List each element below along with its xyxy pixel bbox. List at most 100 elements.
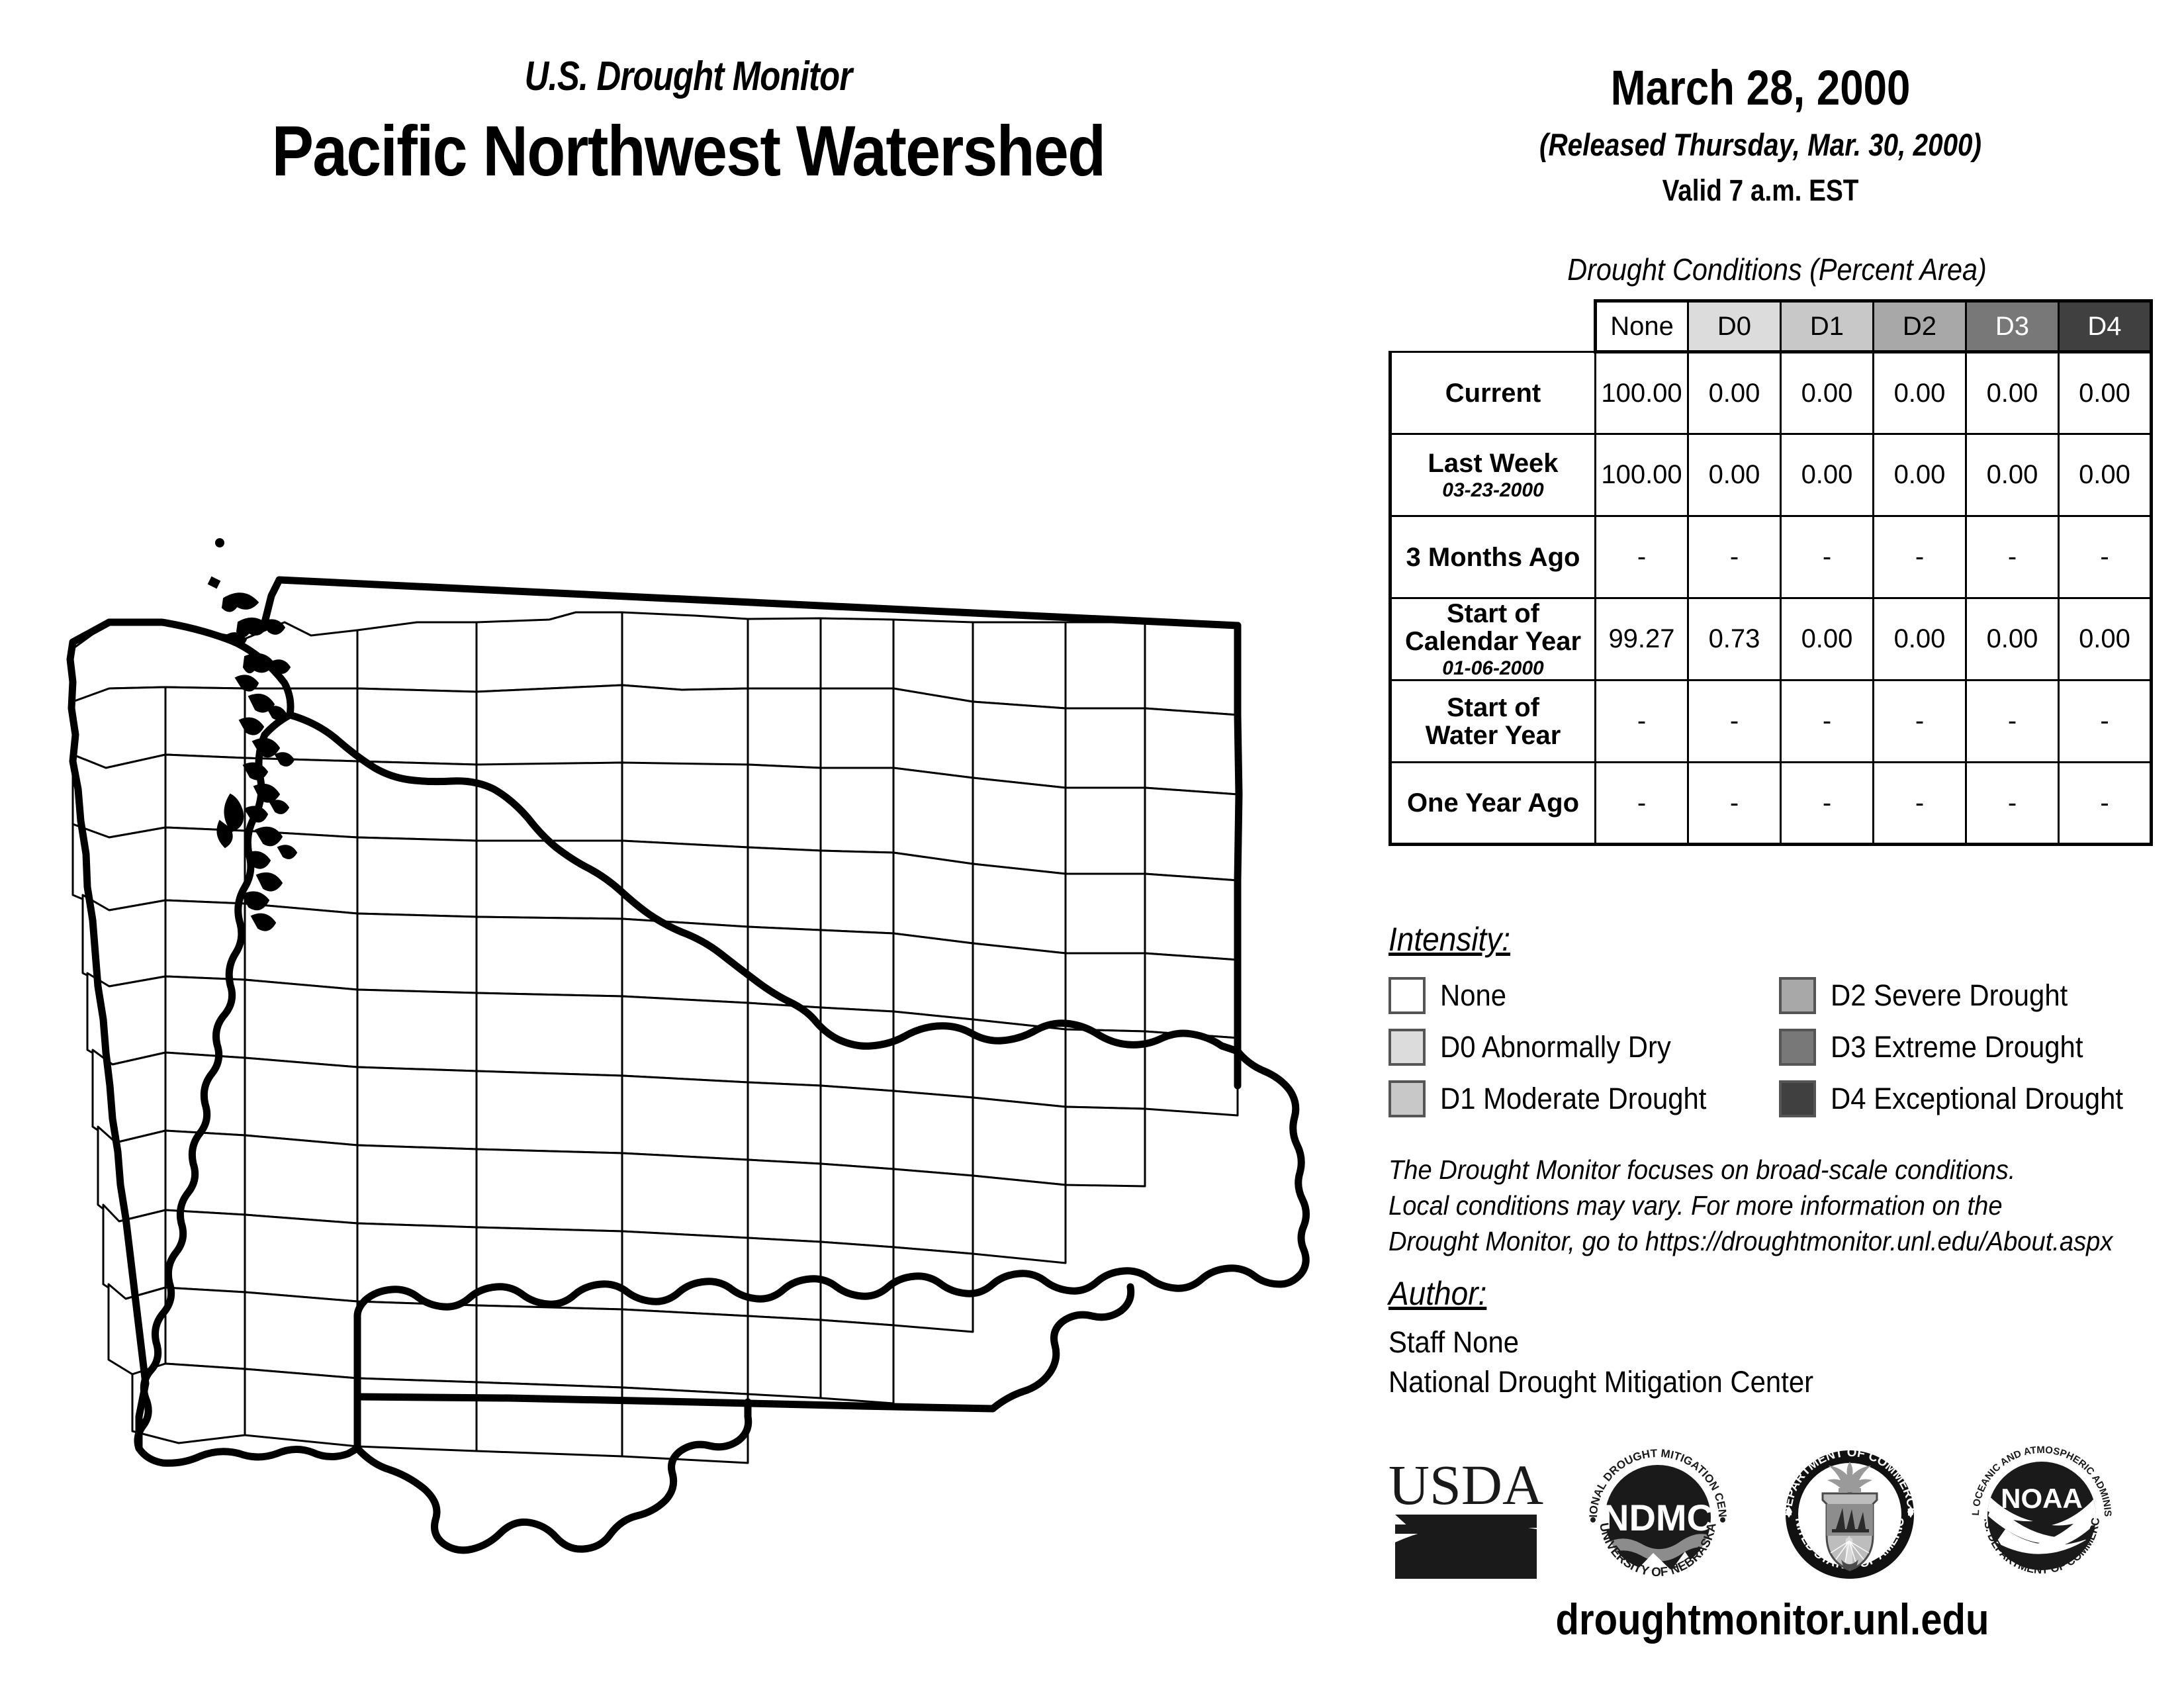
row-label: 3 Months Ago: [1388, 515, 1596, 599]
disclaimer-line-1: The Drought Monitor focuses on broad-sca…: [1388, 1154, 2016, 1185]
cell-d3: -: [1965, 515, 2060, 599]
product-name: U.S. Drought Monitor: [524, 54, 853, 99]
cell-d1: -: [1780, 515, 1874, 599]
row-label-text: Last Week: [1428, 448, 1559, 478]
cell-d1: -: [1780, 679, 1874, 763]
cell-d0: 0.00: [1687, 351, 1782, 435]
column-header-d1: D1: [1780, 299, 1874, 353]
cell-d1: 0.00: [1780, 597, 1874, 681]
cell-d1: -: [1780, 761, 1874, 846]
cell-d3: 0.00: [1965, 597, 2060, 681]
disclaimer-line-3: Drought Monitor, go to https://droughtmo…: [1388, 1226, 2113, 1257]
column-header-none: None: [1594, 299, 1689, 353]
noaa-logo: NOAA NATIONAL OCEANIC AND ATMOSPHERIC AD…: [1955, 1420, 2124, 1595]
row-label-text: One Year Ago: [1406, 788, 1580, 818]
table-row: Current 100.00 0.00 0.00 0.00 0.00 0.00: [1388, 351, 2153, 435]
cell-d3: 0.00: [1965, 433, 2060, 517]
valid-time: Valid 7 a.m. EST: [1662, 173, 1859, 207]
drought-conditions-table: None D0 D1 D2 D3 D4 Current 100.00 0.00 0.0…: [1388, 299, 2153, 846]
cell-d2: -: [1872, 515, 1967, 599]
row-label-date: 01-06-2000: [1442, 657, 1544, 679]
row-label-text: 3 Months Ago: [1406, 542, 1580, 572]
legend-label: None: [1440, 978, 1507, 1012]
cell-d4: -: [2058, 515, 2153, 599]
cell-d4: -: [2058, 679, 2153, 763]
ndmc-logo: NDMC NATIONAL DROUGHT MITIGATION CENTER …: [1571, 1420, 1741, 1595]
legend-label: D0 Abnormally Dry: [1440, 1030, 1671, 1064]
cell-none: 100.00: [1594, 433, 1689, 517]
cell-d3: -: [1965, 679, 2060, 763]
legend-item: D3 Extreme Drought: [1779, 1029, 2156, 1066]
cell-none: -: [1594, 679, 1689, 763]
legend-swatch-icon: [1779, 977, 1816, 1014]
date-block: March 28, 2000 (Released Thursday, Mar. …: [1410, 60, 2111, 208]
cell-d0: 0.73: [1687, 597, 1782, 681]
cell-d2: 0.00: [1872, 433, 1967, 517]
column-header-d4: D4: [2058, 299, 2153, 353]
legend-swatch-icon: [1388, 1029, 1426, 1066]
intensity-legend: None D2 Severe Drought D0 Abnormally Dry D3…: [1388, 970, 2156, 1125]
table-row: Start of Calendar Year 01-06-2000 99.27 0.73…: [1388, 597, 2153, 681]
usda-logo: USDA: [1383, 1430, 1549, 1595]
cell-d3: -: [1965, 761, 2060, 846]
cell-d3: 0.00: [1965, 351, 2060, 435]
legend-swatch-icon: [1388, 977, 1426, 1014]
row-label: Current: [1388, 351, 1596, 435]
author-organization: National Drought Mitigation Center: [1388, 1364, 1814, 1399]
legend-label: D4 Exceptional Drought: [1831, 1082, 2124, 1115]
column-header-d0: D0: [1687, 299, 1782, 353]
page-title: Pacific Northwest Watershed: [271, 111, 1106, 191]
column-header-d2: D2: [1872, 299, 1967, 353]
agency-logos: USDA NDMC NATIONAL DROUGHT: [1383, 1419, 2124, 1595]
row-label: Last Week 03-23-2000: [1388, 433, 1596, 517]
cell-d1: 0.00: [1780, 351, 1874, 435]
pacific-northwest-watershed-map: [46, 424, 1357, 1562]
table-caption: Drought Conditions (Percent Area): [1567, 252, 1987, 287]
cell-d2: -: [1872, 679, 1967, 763]
legend-label: D3 Extreme Drought: [1831, 1030, 2083, 1064]
table-row: 3 Months Ago - - - - - -: [1388, 515, 2153, 599]
cell-none: -: [1594, 515, 1689, 599]
footer-url: droughtmonitor.unl.edu: [1555, 1595, 1989, 1644]
cell-none: 100.00: [1594, 351, 1689, 435]
cell-d4: 0.00: [2058, 597, 2153, 681]
row-label-date: 03-23-2000: [1442, 479, 1544, 501]
legend-swatch-icon: [1779, 1080, 1816, 1117]
row-label: Start of Water Year: [1388, 679, 1596, 763]
legend-item: None: [1388, 977, 1779, 1014]
table-row: Last Week 03-23-2000 100.00 0.00 0.00 0.00 0.0…: [1388, 433, 2153, 517]
svg-text:USDA: USDA: [1388, 1453, 1543, 1517]
cell-d2: 0.00: [1872, 597, 1967, 681]
map-date: March 28, 2000: [1610, 60, 1911, 115]
watershed-boundary: [66, 576, 1310, 1554]
cell-d4: 0.00: [2058, 433, 2153, 517]
table-header-row: None D0 D1 D2 D3 D4: [1390, 299, 2153, 353]
legend-item: D2 Severe Drought: [1779, 977, 2156, 1014]
disclaimer-line-2: Local conditions may vary. For more info…: [1388, 1190, 2003, 1221]
legend-item: D4 Exceptional Drought: [1779, 1080, 2156, 1117]
cell-d1: 0.00: [1780, 433, 1874, 517]
row-label-text: Current: [1445, 378, 1541, 408]
row-label-text: Start of Water Year: [1425, 692, 1561, 750]
cell-d2: -: [1872, 761, 1967, 846]
island-marker: [215, 538, 224, 547]
release-date: (Released Thursday, Mar. 30, 2000): [1539, 127, 1982, 162]
cell-d0: -: [1687, 761, 1782, 846]
legend-swatch-icon: [1779, 1029, 1816, 1066]
cell-d0: 0.00: [1687, 433, 1782, 517]
legend-swatch-icon: [1388, 1080, 1426, 1117]
cell-none: 99.27: [1594, 597, 1689, 681]
map-svg: [66, 538, 1310, 1554]
svg-text:NOAA: NOAA: [2001, 1483, 2083, 1514]
author-heading: Author:: [1388, 1275, 1487, 1312]
author-name: Staff None: [1388, 1325, 1520, 1359]
legend-label: D2 Severe Drought: [1831, 978, 2068, 1012]
row-label-text: Start of Calendar Year: [1404, 598, 1582, 656]
cell-d0: -: [1687, 515, 1782, 599]
cell-d4: -: [2058, 761, 2153, 846]
table-row: Start of Water Year - - - - - -: [1388, 679, 2153, 763]
disclaimer-text: The Drought Monitor focuses on broad-sca…: [1388, 1152, 2115, 1259]
legend-item: D0 Abnormally Dry: [1388, 1029, 1779, 1066]
department-of-commerce-seal: DEPARTMENT OF COMMERCE UNITED STATES OF …: [1762, 1419, 1933, 1595]
row-label: Start of Calendar Year 01-06-2000: [1388, 597, 1596, 681]
